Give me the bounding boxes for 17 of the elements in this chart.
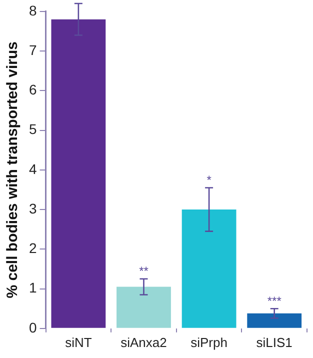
annotation: ** xyxy=(139,264,149,278)
annotation: * xyxy=(206,173,212,188)
y-tick-label: 3 xyxy=(28,200,37,216)
y-tick-label: 7 xyxy=(28,42,37,58)
y-tick-label: 4 xyxy=(28,160,37,177)
x-tick-label: siNT xyxy=(65,334,92,350)
y-tick-label: 5 xyxy=(28,121,37,138)
y-tick-label: 1 xyxy=(28,280,37,296)
annotation: *** xyxy=(267,294,282,308)
y-axis-title: % cell bodies with transported virus xyxy=(4,42,22,298)
y-tick-label: 2 xyxy=(28,240,37,256)
x-tick-label: siLIS1 xyxy=(256,334,292,350)
x-tick-label: siAnxa2 xyxy=(120,334,167,350)
y-tick-label: 8 xyxy=(28,2,37,18)
y-tick-label: 0 xyxy=(28,319,37,336)
x-tick-label: siPrph xyxy=(190,334,228,350)
y-tick-label: 6 xyxy=(28,82,37,98)
